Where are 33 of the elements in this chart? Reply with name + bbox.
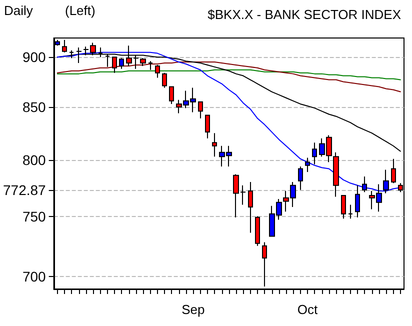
y-tick-label: 750 — [22, 208, 46, 224]
candlestick — [148, 60, 153, 70]
candlestick — [391, 158, 396, 184]
candlestick — [333, 152, 339, 198]
candlestick — [212, 132, 217, 158]
candlestick — [255, 216, 260, 246]
y-tick-label: 900 — [22, 49, 46, 66]
candlestick — [162, 72, 167, 88]
candlestick — [205, 114, 210, 139]
y-tick-label: 700 — [22, 268, 46, 284]
y-tick-label: 850 — [22, 99, 46, 116]
line-series — [56, 62, 401, 92]
text: Daily — [4, 3, 34, 18]
candlestick — [262, 242, 267, 287]
candlestick — [248, 182, 253, 234]
candlestick — [155, 64, 160, 78]
candlestick — [112, 56, 117, 74]
candlestick — [298, 166, 303, 190]
y-tick-label: 772.87 — [2, 182, 46, 198]
candlestick — [348, 204, 353, 220]
candlestick — [169, 86, 174, 104]
candlestick — [305, 157, 310, 173]
x-tick-label: Oct — [297, 302, 318, 317]
x-tick-label: Sep — [182, 302, 205, 317]
candlestick — [312, 142, 317, 165]
candlestick — [341, 195, 346, 220]
candlestick — [140, 58, 146, 66]
chart-title: $BKX.X - BANK SECTOR INDEX — [208, 7, 402, 22]
y-tick-label: 800 — [22, 152, 46, 168]
line-series — [56, 69, 401, 80]
candlestick — [119, 58, 124, 70]
text: (Left) — [65, 3, 96, 18]
candlestick — [198, 101, 203, 119]
